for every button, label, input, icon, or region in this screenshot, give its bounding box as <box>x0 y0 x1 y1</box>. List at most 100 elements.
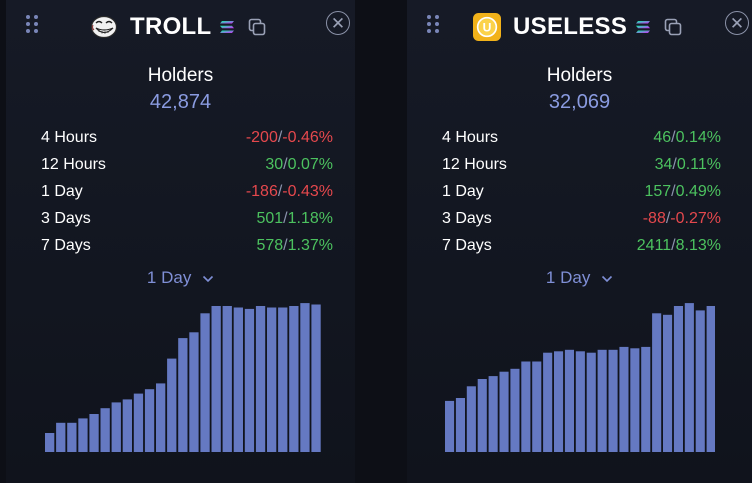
close-icon[interactable]: ✕ <box>326 11 350 35</box>
stat-change-percent: -0.46% <box>282 129 333 146</box>
stat-change-percent: 8.13% <box>675 237 721 254</box>
stat-period-label: 7 Days <box>442 237 492 254</box>
solana-icon <box>219 20 235 34</box>
token-name: TROLL <box>130 13 212 40</box>
stat-change-value: 30/0.07% <box>265 156 333 174</box>
chart-bar[interactable] <box>521 361 531 453</box>
chart-bar[interactable] <box>608 349 618 452</box>
stat-change-percent: 0.49% <box>675 183 721 200</box>
chart-bar[interactable] <box>641 346 651 452</box>
copy-icon[interactable] <box>663 17 683 37</box>
chart-bar[interactable] <box>267 307 277 453</box>
close-icon[interactable]: ✕ <box>725 11 749 35</box>
chart-bar[interactable] <box>289 306 299 452</box>
chart-bar[interactable] <box>543 352 553 452</box>
copy-icon[interactable] <box>247 17 267 37</box>
stat-separator: / <box>277 129 283 146</box>
chart-bar[interactable] <box>200 313 210 452</box>
stat-change-amount: -200 <box>245 129 278 146</box>
chart-bar[interactable] <box>222 306 232 452</box>
stat-row: 12 Hours 30/0.07% <box>41 156 333 176</box>
range-selected-value: 1 Day <box>146 268 192 287</box>
chart-bar[interactable] <box>122 399 132 452</box>
chart-bar[interactable] <box>597 349 607 452</box>
chart-bar[interactable] <box>466 386 476 452</box>
chart-bar[interactable] <box>673 306 683 452</box>
chart-bar[interactable] <box>100 408 110 452</box>
chart-bar[interactable] <box>167 358 177 452</box>
stat-change-percent: 1.18% <box>287 210 333 227</box>
stat-change-percent: 0.14% <box>675 129 721 146</box>
stat-separator: / <box>671 183 676 200</box>
chart-bar[interactable] <box>133 393 144 452</box>
bar-chart-svg <box>45 303 321 453</box>
holders-bar-chart <box>45 300 321 452</box>
chart-bar[interactable] <box>300 303 310 452</box>
stat-separator: / <box>283 210 288 227</box>
chart-bar[interactable] <box>706 306 715 452</box>
token-header: U USELESS <box>473 12 683 42</box>
chart-bar[interactable] <box>111 402 121 452</box>
chart-bar[interactable] <box>244 308 255 452</box>
stat-change-amount: 501 <box>256 210 284 227</box>
chart-bar[interactable] <box>56 422 66 452</box>
chart-bar[interactable] <box>499 371 509 452</box>
holders-count: 42,874 <box>149 91 212 113</box>
range-dropdown[interactable]: 1 Day <box>6 268 355 288</box>
token-name: USELESS <box>513 13 628 40</box>
stat-change-value: 2411/8.13% <box>637 237 721 255</box>
stat-change-value: -200/-0.46% <box>246 129 333 147</box>
holders-label: Holders <box>546 65 613 86</box>
drag-handle-icon[interactable] <box>26 15 38 33</box>
stat-change-amount: -88 <box>642 210 666 227</box>
chart-bar[interactable] <box>144 389 155 452</box>
chart-bar[interactable] <box>695 310 705 452</box>
chart-bar[interactable] <box>684 303 694 452</box>
stat-row: 1 Day 157/0.49% <box>442 183 721 203</box>
chart-bar[interactable] <box>455 398 465 452</box>
chart-bar[interactable] <box>211 306 221 452</box>
chart-bar[interactable] <box>89 414 99 452</box>
chart-bar[interactable] <box>445 400 455 452</box>
chart-bar[interactable] <box>630 348 640 452</box>
chart-bar[interactable] <box>178 338 188 452</box>
token-header: TROLL <box>90 12 267 42</box>
chart-bar[interactable] <box>510 368 520 452</box>
stat-change-value: -186/-0.43% <box>246 183 333 201</box>
stat-separator: / <box>283 156 288 173</box>
stat-row: 3 Days 501/1.18% <box>41 210 333 230</box>
chevron-down-icon <box>602 275 613 282</box>
stat-separator: / <box>277 183 283 200</box>
chart-bar[interactable] <box>663 314 673 452</box>
chart-bar[interactable] <box>233 307 243 453</box>
holders-count: 32,069 <box>548 91 611 113</box>
chart-bar[interactable] <box>189 332 199 452</box>
chart-bar[interactable] <box>67 422 77 452</box>
chart-bar[interactable] <box>156 383 166 452</box>
chart-bar[interactable] <box>311 304 321 453</box>
chart-bar[interactable] <box>278 307 288 453</box>
stat-change-value: 578/1.37% <box>256 237 333 255</box>
chart-bar[interactable] <box>477 379 487 452</box>
chart-bar[interactable] <box>488 376 498 452</box>
stat-change-percent: -0.27% <box>670 210 721 227</box>
chart-bar[interactable] <box>586 352 596 452</box>
chart-bar[interactable] <box>45 433 55 452</box>
useless-coin-icon: U <box>473 13 501 41</box>
chart-bar[interactable] <box>554 351 564 452</box>
stat-change-value: 34/0.11% <box>655 156 721 174</box>
chart-bar[interactable] <box>619 346 629 452</box>
stat-change-amount: 578 <box>256 237 284 254</box>
stat-change-amount: 157 <box>644 183 672 200</box>
drag-handle-icon[interactable] <box>427 15 439 33</box>
chart-bar[interactable] <box>532 361 542 453</box>
chart-bar[interactable] <box>255 306 266 452</box>
stat-period-label: 7 Days <box>41 237 91 254</box>
stat-change-amount: 30 <box>265 156 284 173</box>
stat-separator: / <box>671 237 676 254</box>
range-dropdown[interactable]: 1 Day <box>407 268 752 288</box>
chart-bar[interactable] <box>564 349 574 452</box>
chart-bar[interactable] <box>652 313 662 452</box>
chart-bar[interactable] <box>78 418 88 452</box>
chart-bar[interactable] <box>575 351 585 452</box>
